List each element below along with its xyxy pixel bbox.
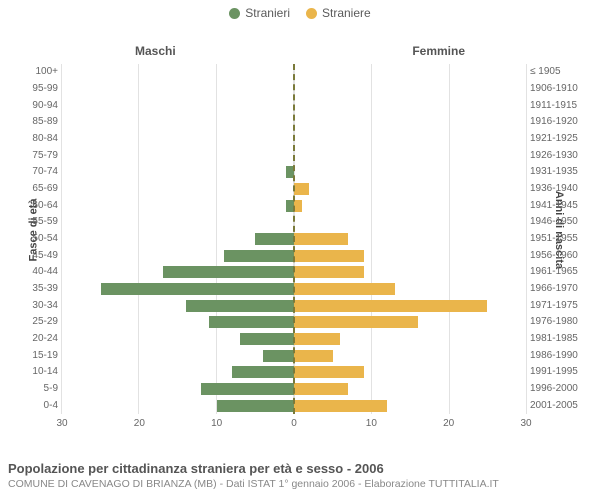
y-tick-birth: 1926-1930: [530, 151, 588, 161]
legend-swatch-female: [306, 8, 317, 19]
grid-line: [526, 64, 527, 414]
y-tick-birth: 1916-1920: [530, 117, 588, 127]
y-tick-age: 100+: [16, 67, 58, 77]
y-tick-age: 5-9: [16, 384, 58, 394]
legend-item-male: Stranieri: [229, 6, 290, 20]
y-tick-birth: 1921-1925: [530, 134, 588, 144]
y-tick-birth: 1966-1970: [530, 284, 588, 294]
bar-male: [201, 383, 294, 395]
y-tick-age: 75-79: [16, 151, 58, 161]
bar-female: [294, 383, 348, 395]
population-pyramid-chart: Maschi Femmine Fasce di età Anni di nasc…: [0, 20, 600, 440]
y-tick-age: 30-34: [16, 301, 58, 311]
y-tick-birth: 1976-1980: [530, 317, 588, 327]
y-tick-age: 40-44: [16, 267, 58, 277]
y-tick-age: 35-39: [16, 284, 58, 294]
bar-male: [101, 283, 294, 295]
bar-female: [294, 283, 395, 295]
y-tick-age: 0-4: [16, 401, 58, 411]
chart-footer: Popolazione per cittadinanza straniera p…: [8, 461, 592, 490]
y-tick-age: 20-24: [16, 334, 58, 344]
legend-item-female: Straniere: [306, 6, 371, 20]
y-tick-birth: 1981-1985: [530, 334, 588, 344]
bar-female: [294, 366, 364, 378]
x-axis: 0101020203030: [62, 418, 526, 434]
y-tick-birth: 1946-1950: [530, 217, 588, 227]
y-tick-age: 10-14: [16, 367, 58, 377]
y-tick-birth: 1931-1935: [530, 167, 588, 177]
bar-male: [186, 300, 294, 312]
y-tick-birth: ≤ 1905: [530, 67, 588, 77]
column-header-male: Maschi: [135, 44, 176, 58]
y-tick-age: 70-74: [16, 167, 58, 177]
y-tick-age: 80-84: [16, 134, 58, 144]
y-tick-birth: 1986-1990: [530, 351, 588, 361]
y-tick-birth: 1936-1940: [530, 184, 588, 194]
y-tick-birth: 1911-1915: [530, 101, 588, 111]
y-tick-age: 25-29: [16, 317, 58, 327]
legend-label-female: Straniere: [322, 6, 371, 20]
bar-female: [294, 233, 348, 245]
bar-female: [294, 200, 302, 212]
bar-male: [232, 366, 294, 378]
y-tick-age: 50-54: [16, 234, 58, 244]
bar-female: [294, 266, 364, 278]
y-tick-birth: 1956-1960: [530, 251, 588, 261]
x-tick: 0: [291, 418, 297, 429]
x-tick: 30: [56, 418, 67, 429]
y-tick-age: 85-89: [16, 117, 58, 127]
y-tick-birth: 1906-1910: [530, 84, 588, 94]
y-tick-age: 95-99: [16, 84, 58, 94]
bar-female: [294, 333, 340, 345]
x-tick: 30: [520, 418, 531, 429]
y-tick-birth: 1951-1955: [530, 234, 588, 244]
column-header-female: Femmine: [412, 44, 465, 58]
y-tick-birth: 1971-1975: [530, 301, 588, 311]
plot-area: 100+≤ 190595-991906-191090-941911-191585…: [62, 64, 526, 414]
y-tick-age: 60-64: [16, 201, 58, 211]
legend-swatch-male: [229, 8, 240, 19]
bar-male: [217, 400, 294, 412]
bar-female: [294, 350, 333, 362]
y-tick-age: 90-94: [16, 101, 58, 111]
y-tick-age: 15-19: [16, 351, 58, 361]
y-tick-birth: 1996-2000: [530, 384, 588, 394]
y-tick-birth: 1991-1995: [530, 367, 588, 377]
bar-male: [263, 350, 294, 362]
y-tick-age: 45-49: [16, 251, 58, 261]
bar-male: [255, 233, 294, 245]
y-tick-birth: 2001-2005: [530, 401, 588, 411]
bar-male: [240, 333, 294, 345]
bar-male: [209, 316, 294, 328]
chart-subtitle: COMUNE DI CAVENAGO DI BRIANZA (MB) - Dat…: [8, 478, 592, 490]
bar-female: [294, 183, 309, 195]
bar-female: [294, 300, 487, 312]
y-tick-age: 55-59: [16, 217, 58, 227]
bar-female: [294, 250, 364, 262]
bar-female: [294, 316, 418, 328]
x-tick: 10: [211, 418, 222, 429]
x-tick: 20: [134, 418, 145, 429]
legend-label-male: Stranieri: [245, 6, 290, 20]
x-tick: 10: [366, 418, 377, 429]
center-axis: [293, 64, 295, 414]
y-tick-age: 65-69: [16, 184, 58, 194]
x-tick: 20: [443, 418, 454, 429]
y-tick-birth: 1961-1965: [530, 267, 588, 277]
bar-female: [294, 400, 387, 412]
bar-male: [224, 250, 294, 262]
chart-title: Popolazione per cittadinanza straniera p…: [8, 461, 592, 476]
y-tick-birth: 1941-1945: [530, 201, 588, 211]
legend: Stranieri Straniere: [0, 0, 600, 20]
bar-male: [163, 266, 294, 278]
